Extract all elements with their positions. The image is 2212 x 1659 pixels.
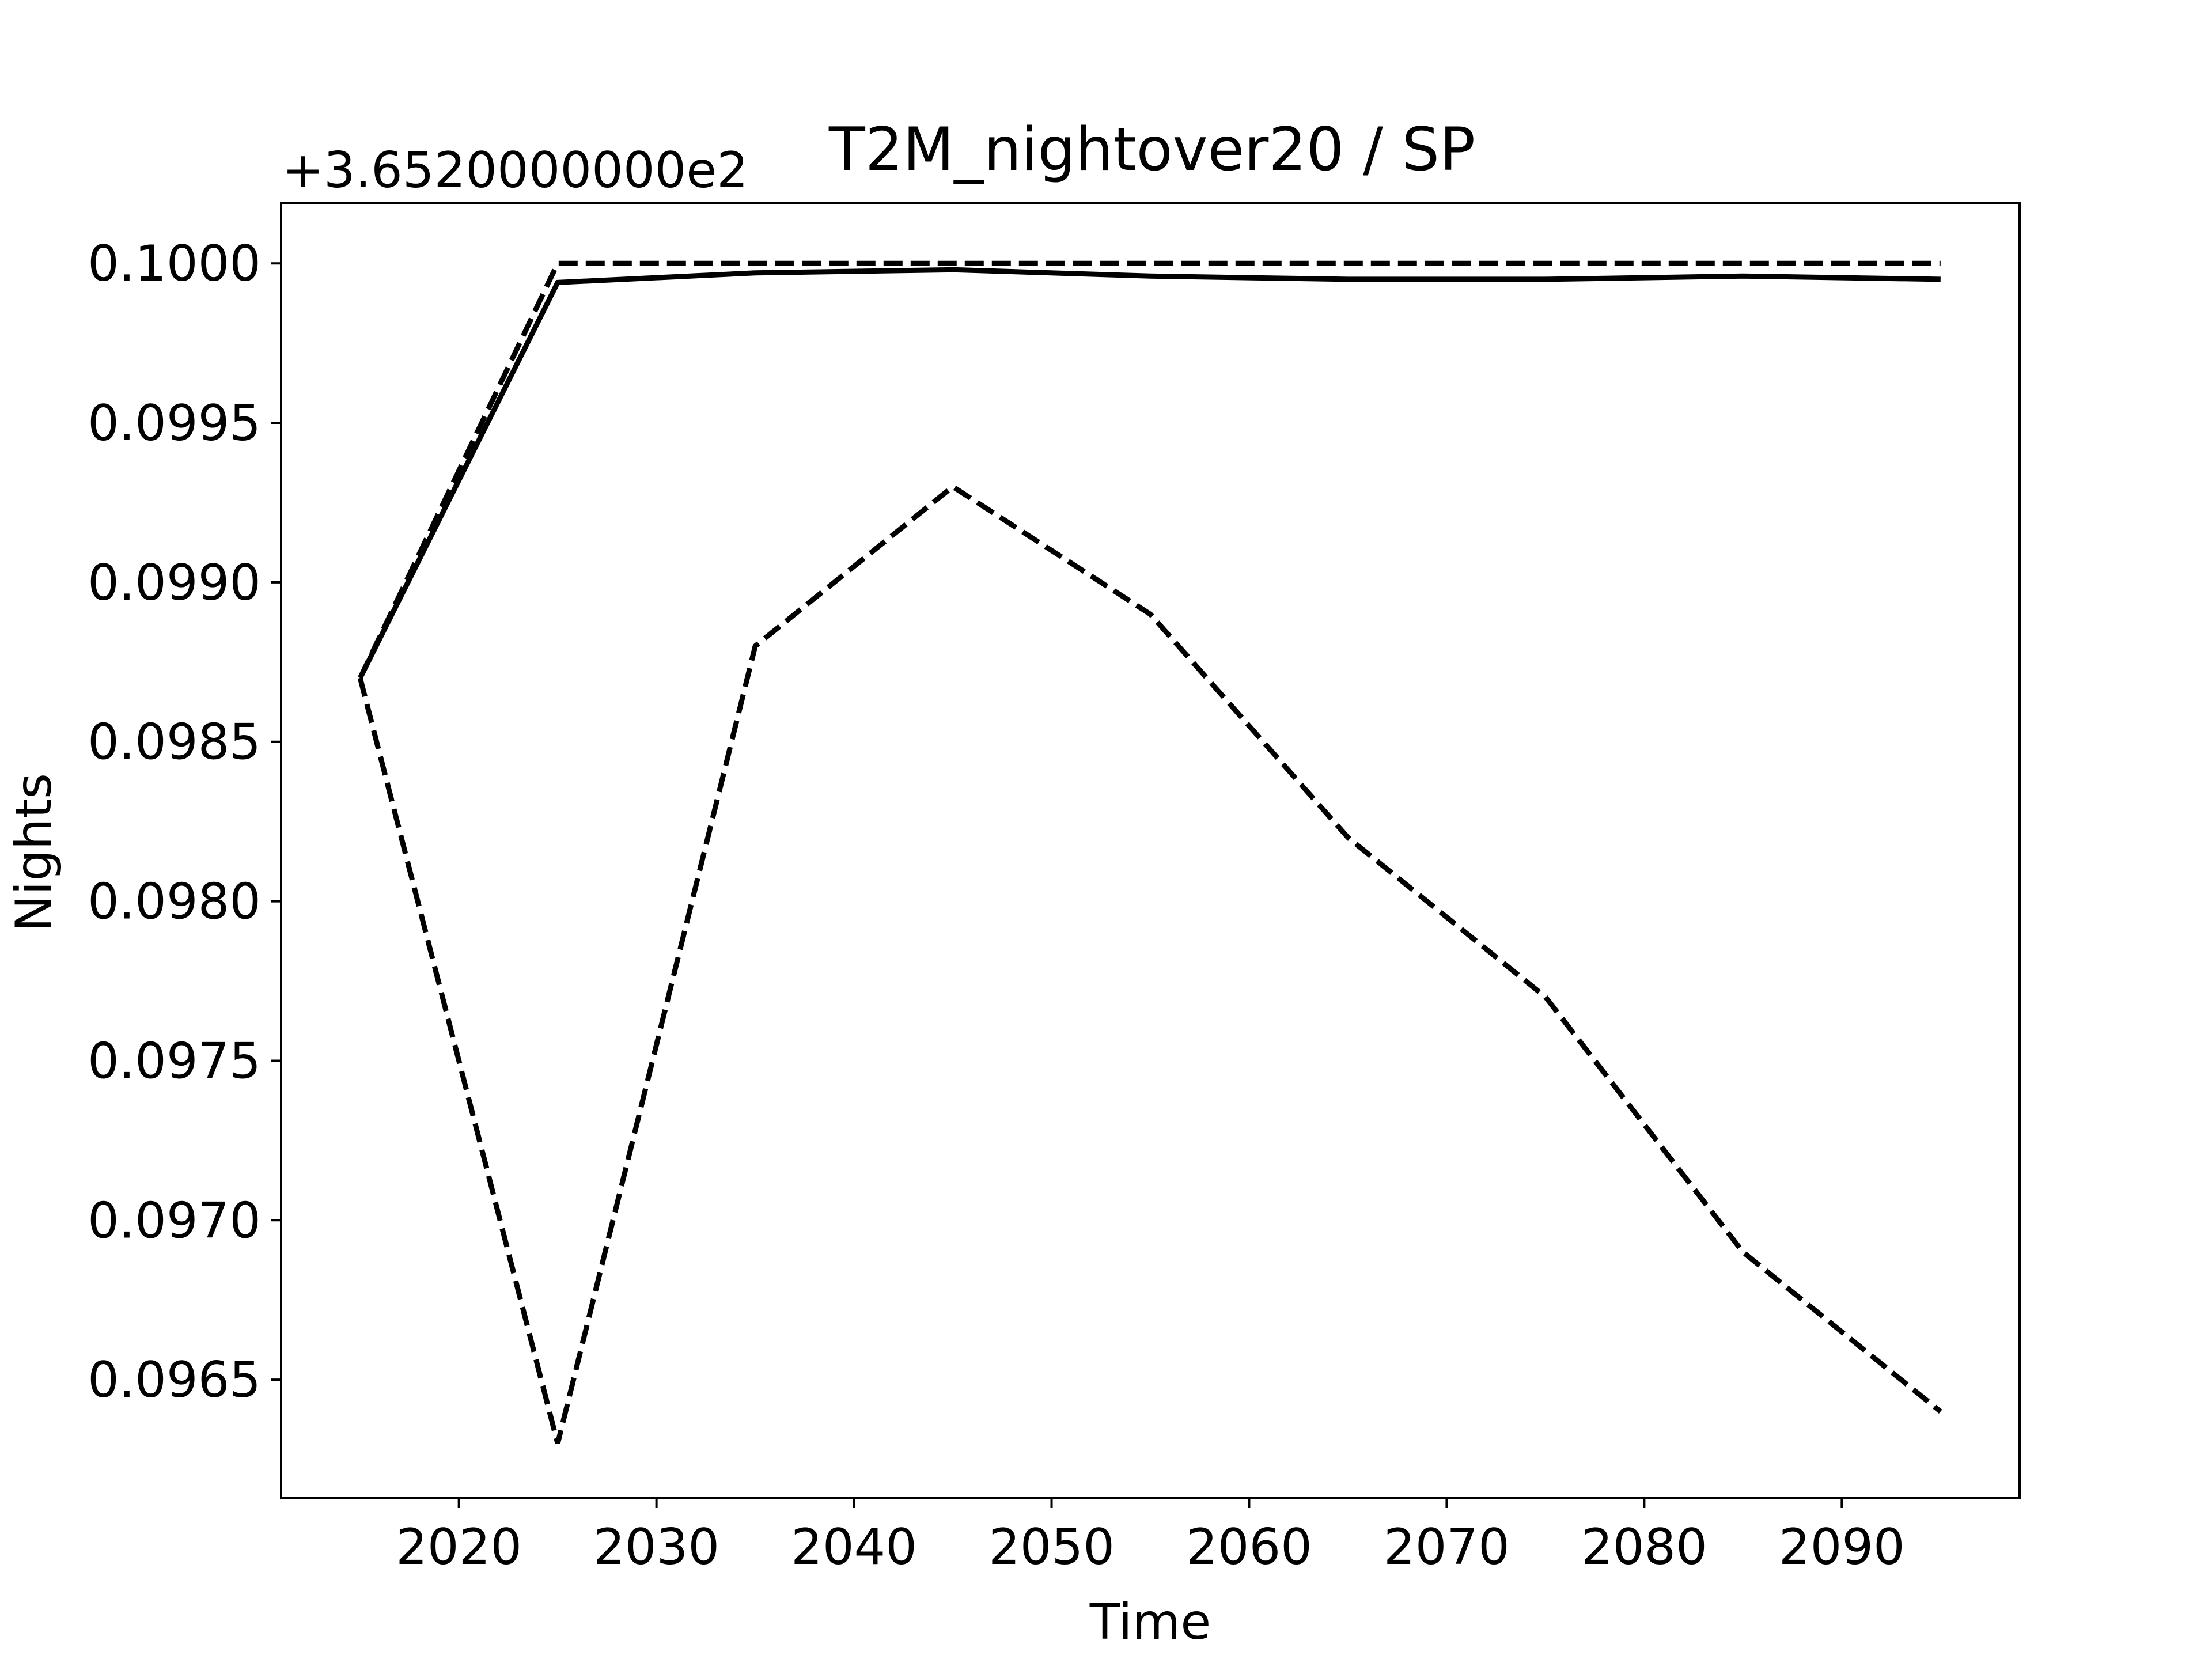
y-tick-label: 0.0985 [88, 714, 261, 771]
series-layer [357, 260, 1942, 1445]
y-tick-label: 0.0965 [88, 1351, 261, 1409]
y-axis-label: Nights [5, 773, 63, 932]
x-tick-label: 2050 [988, 1518, 1115, 1576]
x-tick-label: 2080 [1581, 1518, 1707, 1576]
y-tick-label: 0.0995 [88, 395, 261, 452]
x-tick-label: 2090 [1779, 1518, 1905, 1576]
chart-title: T2M_nightover20 / SP [828, 115, 1475, 184]
x-tick-label: 2070 [1384, 1518, 1510, 1576]
y-axis: 0.0965 0.0970 0.0975 0.0980 0.0985 0.0990 0.09… [88, 235, 281, 1409]
x-axis: 2020 2030 2040 2050 2060 2070 2080 2090 [396, 1498, 1905, 1576]
series-line-3 [357, 483, 1942, 1445]
y-tick-label: 0.0970 [88, 1192, 261, 1249]
y-tick-label: 0.0975 [88, 1032, 261, 1090]
y-tick-label: 0.0980 [88, 873, 261, 931]
x-tick-label: 2020 [396, 1518, 522, 1576]
x-tick-label: 2030 [593, 1518, 719, 1576]
x-tick-label: 2060 [1186, 1518, 1312, 1576]
series-line-2 [358, 260, 1941, 679]
y-axis-offset-text: +3.6520000000e2 [282, 142, 748, 199]
y-tick-label: 0.0990 [88, 554, 261, 612]
x-tick-label: 2040 [791, 1518, 917, 1576]
y-tick-label: 0.1000 [88, 235, 261, 293]
plot-area-frame [280, 202, 2021, 1499]
series-line-1 [358, 267, 1941, 680]
x-axis-label: Time [1089, 1593, 1211, 1651]
